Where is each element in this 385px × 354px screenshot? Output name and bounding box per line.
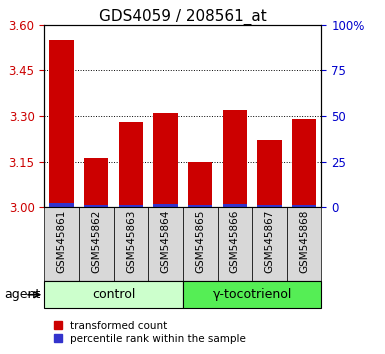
Bar bbox=[218, 207, 252, 281]
Bar bbox=[119, 205, 143, 207]
Bar bbox=[84, 159, 109, 207]
Text: control: control bbox=[92, 288, 135, 301]
Bar bbox=[292, 205, 316, 207]
Text: GSM545865: GSM545865 bbox=[195, 209, 205, 273]
Bar bbox=[257, 205, 282, 207]
Bar bbox=[292, 119, 316, 207]
Bar bbox=[183, 207, 218, 281]
Bar bbox=[119, 122, 143, 207]
Bar bbox=[153, 113, 177, 207]
Text: GSM545862: GSM545862 bbox=[91, 209, 101, 273]
Text: GSM545861: GSM545861 bbox=[57, 209, 67, 273]
Bar bbox=[79, 207, 114, 281]
Legend: transformed count, percentile rank within the sample: transformed count, percentile rank withi… bbox=[50, 317, 250, 348]
Bar bbox=[188, 161, 213, 207]
Text: γ-tocotrienol: γ-tocotrienol bbox=[213, 288, 292, 301]
Bar bbox=[257, 140, 282, 207]
Bar bbox=[148, 207, 183, 281]
Bar bbox=[153, 204, 177, 207]
Bar bbox=[114, 207, 148, 281]
Text: GSM545863: GSM545863 bbox=[126, 209, 136, 273]
Bar bbox=[188, 205, 213, 207]
Bar bbox=[183, 281, 321, 308]
Text: GSM545864: GSM545864 bbox=[161, 209, 171, 273]
Bar bbox=[223, 204, 247, 207]
Bar bbox=[223, 110, 247, 207]
Text: GSM545866: GSM545866 bbox=[230, 209, 240, 273]
Bar bbox=[44, 207, 79, 281]
Bar bbox=[49, 40, 74, 207]
Text: agent: agent bbox=[4, 288, 40, 301]
Title: GDS4059 / 208561_at: GDS4059 / 208561_at bbox=[99, 8, 267, 25]
Text: GSM545868: GSM545868 bbox=[299, 209, 309, 273]
Text: GSM545867: GSM545867 bbox=[264, 209, 275, 273]
Bar bbox=[49, 204, 74, 207]
Bar bbox=[84, 205, 109, 207]
Bar bbox=[287, 207, 321, 281]
Bar bbox=[252, 207, 287, 281]
Bar bbox=[44, 281, 183, 308]
